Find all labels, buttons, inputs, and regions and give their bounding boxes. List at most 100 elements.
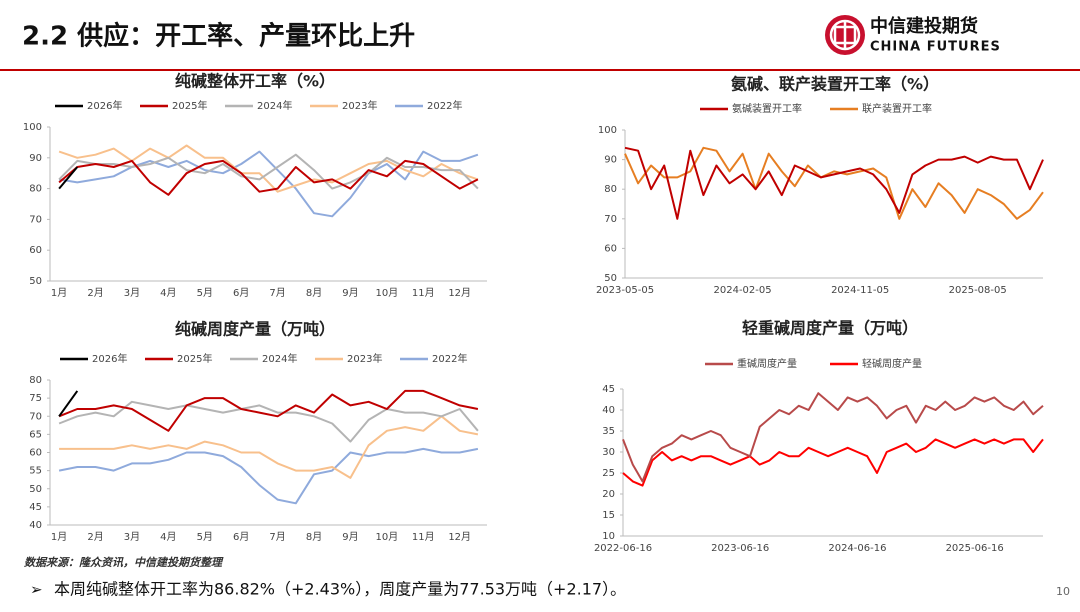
y-tick-label: 30 xyxy=(602,447,615,458)
y-tick-label: 20 xyxy=(602,489,615,500)
y-tick-label: 50 xyxy=(604,273,617,284)
y-tick-label: 60 xyxy=(29,448,42,459)
x-tick-label: 11月 xyxy=(412,287,435,299)
x-tick-label: 6月 xyxy=(233,531,249,543)
series-line xyxy=(58,159,479,196)
x-tick-label: 3月 xyxy=(124,531,140,543)
series-line xyxy=(624,146,1044,220)
series-line xyxy=(58,166,79,190)
x-tick-label: 2024-11-05 xyxy=(831,285,889,296)
x-tick-label: 2024-02-05 xyxy=(714,285,772,296)
y-tick-label: 45 xyxy=(602,384,615,395)
legend-label: 2023年 xyxy=(347,352,382,365)
x-tick-label: 7月 xyxy=(269,531,285,543)
x-tick-label: 1月 xyxy=(51,531,67,543)
y-tick-label: 90 xyxy=(604,155,617,166)
y-tick-label: 15 xyxy=(602,510,615,521)
x-tick-label: 2022-06-16 xyxy=(594,543,652,554)
series-line xyxy=(622,392,1044,483)
series-line xyxy=(58,447,479,505)
y-tick-label: 75 xyxy=(29,393,42,404)
x-tick-label: 1月 xyxy=(51,287,67,299)
series-line xyxy=(622,438,1044,487)
y-tick-label: 10 xyxy=(602,531,615,542)
series-line xyxy=(58,390,79,417)
legend-label: 联产装置开工率 xyxy=(862,102,932,115)
x-tick-label: 8月 xyxy=(306,287,322,299)
y-tick-label: 90 xyxy=(29,153,42,164)
series-line xyxy=(624,146,1044,220)
x-tick-label: 9月 xyxy=(342,287,358,299)
x-tick-label: 2024-06-16 xyxy=(828,543,886,554)
y-tick-label: 35 xyxy=(602,426,615,437)
x-tick-label: 12月 xyxy=(448,287,471,299)
x-tick-label: 3月 xyxy=(124,287,140,299)
x-tick-label: 6月 xyxy=(233,287,249,299)
y-tick-label: 100 xyxy=(598,125,617,136)
x-tick-label: 9月 xyxy=(342,531,358,543)
y-tick-label: 70 xyxy=(29,214,42,225)
legend-label: 2022年 xyxy=(432,352,467,365)
bullet-icon: ➢ xyxy=(30,581,43,599)
x-tick-label: 2月 xyxy=(87,531,103,543)
x-tick-label: 2023-05-05 xyxy=(596,285,654,296)
summary: 本周纯碱整体开工率为86.82%（+2.43%），周度产量为77.53万吨（+2… xyxy=(54,580,626,599)
chart-title: 纯碱周度产量（万吨） xyxy=(175,320,335,339)
series-line xyxy=(58,153,479,190)
legend-label: 2024年 xyxy=(257,99,292,112)
legend-label: 2023年 xyxy=(342,99,377,112)
legend-label: 2025年 xyxy=(177,352,212,365)
y-tick-label: 50 xyxy=(29,276,42,287)
y-tick-label: 25 xyxy=(602,468,615,479)
y-tick-label: 50 xyxy=(29,484,42,495)
y-tick-label: 45 xyxy=(29,502,42,513)
series-line xyxy=(58,150,479,218)
chart-title: 纯碱整体开工率（%） xyxy=(175,72,335,91)
y-tick-label: 65 xyxy=(29,429,42,440)
legend-label: 2022年 xyxy=(427,99,462,112)
series-line xyxy=(58,389,479,432)
y-tick-label: 55 xyxy=(29,466,42,477)
x-tick-label: 2月 xyxy=(87,287,103,299)
x-tick-label: 2025-08-05 xyxy=(949,285,1007,296)
page-number: 10 xyxy=(1056,585,1070,598)
logo-en: CHINA FUTURES xyxy=(870,40,1001,55)
legend-label: 2026年 xyxy=(87,99,122,112)
y-tick-label: 70 xyxy=(604,214,617,225)
y-tick-label: 80 xyxy=(29,184,42,195)
x-tick-label: 5月 xyxy=(197,287,213,299)
x-tick-label: 10月 xyxy=(375,287,398,299)
x-tick-label: 7月 xyxy=(269,287,285,299)
legend-label: 2024年 xyxy=(262,352,297,365)
x-tick-label: 10月 xyxy=(375,531,398,543)
logo xyxy=(825,15,865,55)
x-tick-label: 4月 xyxy=(160,531,176,543)
legend-label: 氨碱装置开工率 xyxy=(732,102,802,115)
y-tick-label: 80 xyxy=(604,184,617,195)
x-tick-label: 2025-06-16 xyxy=(946,543,1004,554)
x-tick-label: 5月 xyxy=(197,531,213,543)
slide-title: 2.2 供应：开工率、产量环比上升 xyxy=(22,21,415,52)
legend-label: 重碱周度产量 xyxy=(737,357,797,370)
series-line xyxy=(59,415,479,479)
x-tick-label: 2023-06-16 xyxy=(711,543,769,554)
chart-title: 氨碱、联产装置开工率（%） xyxy=(731,75,939,94)
series-line xyxy=(58,400,479,443)
y-tick-label: 40 xyxy=(602,405,615,416)
y-tick-label: 70 xyxy=(29,411,42,422)
series-line xyxy=(58,144,479,193)
y-tick-label: 60 xyxy=(604,243,617,254)
x-tick-label: 12月 xyxy=(448,531,471,543)
y-tick-label: 40 xyxy=(29,520,42,531)
legend-label: 2025年 xyxy=(172,99,207,112)
legend-label: 2026年 xyxy=(92,352,127,365)
x-tick-label: 8月 xyxy=(306,531,322,543)
x-tick-label: 11月 xyxy=(412,531,435,543)
x-tick-label: 4月 xyxy=(160,287,176,299)
chart-title: 轻重碱周度产量（万吨） xyxy=(742,319,918,338)
logo-cn: 中信建投期货 xyxy=(870,15,978,37)
source-note: 数据来源：隆众资讯，中信建投期货整理 xyxy=(24,556,224,569)
y-tick-label: 60 xyxy=(29,245,42,256)
y-tick-label: 80 xyxy=(29,375,42,386)
